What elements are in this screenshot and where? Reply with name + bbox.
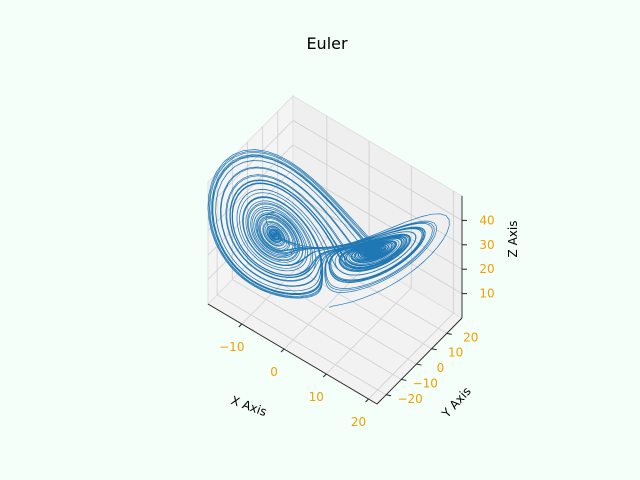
y-tick-mark — [386, 394, 392, 397]
z-tick-label: 30 — [479, 238, 494, 252]
grid-line — [232, 279, 402, 380]
x-tick-label: 0 — [270, 365, 278, 379]
grid-line — [283, 262, 370, 350]
z-axis-label: Z Axis — [506, 221, 520, 258]
grid-line — [277, 233, 448, 334]
grid-line — [368, 312, 454, 400]
z-tick-label: 20 — [479, 262, 494, 276]
axes-panes — [207, 94, 463, 405]
grid-line — [207, 144, 294, 232]
grid-line — [216, 294, 387, 396]
x-tick-mark — [365, 398, 369, 403]
plot-area — [207, 149, 450, 308]
x-tick-mark — [238, 323, 243, 328]
y-tick-mark — [446, 332, 452, 335]
x-tick-mark — [280, 348, 285, 353]
grid-line — [292, 120, 463, 221]
y-tick-label: 10 — [448, 346, 463, 360]
y-tick-label: −20 — [397, 392, 422, 406]
y-axis-label: Y Axis — [439, 384, 474, 421]
x-tick-label: −10 — [219, 340, 244, 354]
y-tick-label: 20 — [463, 330, 478, 344]
grid-line — [207, 120, 294, 207]
chart-title: Euler — [306, 34, 348, 53]
x-tick-mark — [322, 373, 327, 378]
z-tick-label: 10 — [479, 287, 494, 301]
y-tick-label: 0 — [437, 361, 445, 375]
y-tick-mark — [416, 363, 422, 366]
z-tick-label: 40 — [479, 213, 494, 227]
series-line-0 — [207, 149, 450, 308]
y-tick-label: −10 — [413, 376, 438, 390]
y-tick-mark — [401, 378, 407, 381]
x-tick-label: 20 — [351, 415, 366, 429]
grid-line — [326, 287, 412, 375]
grid-line — [247, 263, 417, 365]
axis-lines — [207, 196, 463, 405]
y-tick-mark — [431, 348, 437, 351]
y-axis-line — [376, 317, 463, 405]
x-axis-label: X Axis — [229, 393, 268, 419]
x-axis-line — [207, 303, 378, 405]
x-tick-label: 10 — [309, 390, 324, 404]
grid-line — [292, 168, 463, 270]
